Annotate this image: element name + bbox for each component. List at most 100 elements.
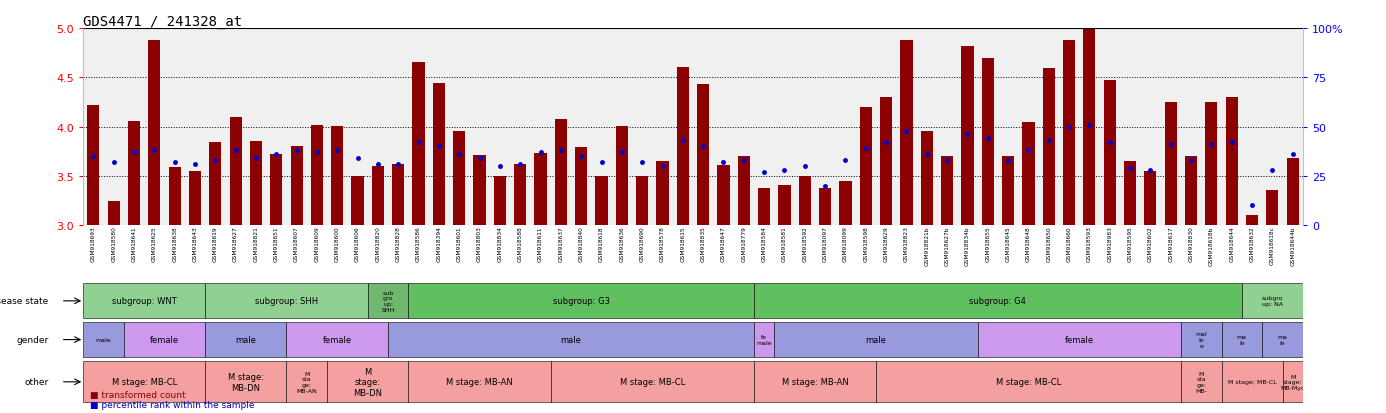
Text: GSM918637: GSM918637 [559,225,563,261]
Bar [779,185,790,225]
Bar [754,323,775,357]
Bar [188,171,201,225]
Bar [249,142,262,225]
Bar [83,284,205,318]
Text: GSM918828: GSM918828 [396,225,401,261]
Bar [798,176,811,225]
Bar [83,323,123,357]
Bar [474,156,485,225]
Bar [697,85,710,225]
Text: GSM918097: GSM918097 [823,225,827,261]
Text: GSM918580: GSM918580 [111,225,116,261]
Text: GSM918595: GSM918595 [1128,225,1132,261]
Text: GSM918820: GSM918820 [376,225,380,261]
Text: M stage: MB-AN: M stage: MB-AN [446,377,513,387]
Bar [169,168,180,225]
Text: GSM918618b: GSM918618b [1209,225,1214,265]
Text: M stage: MB-CL: M stage: MB-CL [111,377,177,387]
Text: M
stage:
MB-DN: M stage: MB-DN [353,367,383,397]
Bar [1267,190,1278,225]
Bar [920,132,933,225]
Bar [310,125,323,225]
Bar [575,148,588,225]
Text: M
sta
ge:
MB-AN: M sta ge: MB-AN [297,371,317,393]
Text: female: female [1064,335,1094,344]
Text: GSM918627b: GSM918627b [945,225,949,265]
Bar [550,361,754,402]
Text: GSM918611: GSM918611 [538,225,543,261]
Text: subgro
up: NA: subgro up: NA [1261,296,1283,306]
Text: GSM918598: GSM918598 [863,225,868,261]
Text: fe
male: fe male [757,335,772,345]
Text: GSM918983: GSM918983 [1107,225,1112,261]
Bar [1023,122,1034,225]
Text: M
stage:
MB-Myc: M stage: MB-Myc [1281,374,1306,390]
Text: GSM918617: GSM918617 [1168,225,1173,261]
Bar [981,58,994,225]
Text: M stage: MB-CL: M stage: MB-CL [1228,380,1277,385]
Bar [1282,361,1303,402]
Text: male: male [96,337,111,342]
Bar [388,323,754,357]
Bar [493,176,506,225]
Bar [392,165,405,225]
Text: subgroup: G4: subgroup: G4 [969,297,1027,306]
Bar [1181,361,1221,402]
Text: GSM918625: GSM918625 [152,225,157,261]
Bar [1263,323,1303,357]
Bar [1042,69,1055,225]
Text: M stage: MB-CL: M stage: MB-CL [995,377,1062,387]
Text: GSM918618: GSM918618 [599,225,604,261]
Text: GSM918690: GSM918690 [640,225,644,261]
Bar [819,188,832,225]
Text: GSM918660: GSM918660 [1067,225,1071,261]
Bar [636,176,649,225]
Text: GSM918655: GSM918655 [985,225,990,261]
Text: GSM918609: GSM918609 [315,225,319,261]
Bar [1124,161,1137,225]
Text: M stage:
MB-DN: M stage: MB-DN [227,372,263,392]
Text: GSM918645: GSM918645 [1006,225,1010,261]
Text: GSM918592: GSM918592 [802,225,807,261]
Bar [270,155,283,225]
Text: GSM918615: GSM918615 [681,225,685,261]
Bar [754,361,876,402]
Bar [331,126,344,225]
Bar [123,323,205,357]
Text: GSM918834b: GSM918834b [965,225,970,265]
Bar [83,361,205,402]
Text: GSM918644: GSM918644 [1229,225,1234,261]
Bar [676,68,689,225]
Bar [1181,323,1221,357]
Bar [1221,361,1282,402]
Text: ■ percentile rank within the sample: ■ percentile rank within the sample [90,400,255,409]
Bar [962,47,973,225]
Text: GSM918601: GSM918601 [457,225,462,261]
Bar [409,284,754,318]
Text: GSM918584: GSM918584 [762,225,766,261]
Text: GSM918636: GSM918636 [620,225,624,261]
Text: sub
gro
up:
SHH: sub gro up: SHH [381,290,395,312]
Bar [205,361,287,402]
Bar [128,121,140,225]
Text: M stage: MB-CL: M stage: MB-CL [620,377,685,387]
Text: GSM918644b: GSM918644b [1290,225,1295,265]
Text: GSM918647: GSM918647 [721,225,726,261]
Bar [432,84,445,225]
Bar [205,284,367,318]
Text: GSM918578: GSM918578 [660,225,665,261]
Bar [148,41,161,225]
Text: ma
le: ma le [1278,335,1288,345]
Bar [1206,103,1217,225]
Text: GSM918779: GSM918779 [742,225,746,261]
Bar [758,188,771,225]
Text: male: male [560,335,582,344]
Bar [977,323,1181,357]
Text: GSM918600: GSM918600 [335,225,340,261]
Bar [1063,41,1076,225]
Text: GSM918821b: GSM918821b [924,225,929,265]
Bar [615,126,628,225]
Bar [230,117,241,225]
Bar [775,323,977,357]
Bar [1286,159,1299,225]
